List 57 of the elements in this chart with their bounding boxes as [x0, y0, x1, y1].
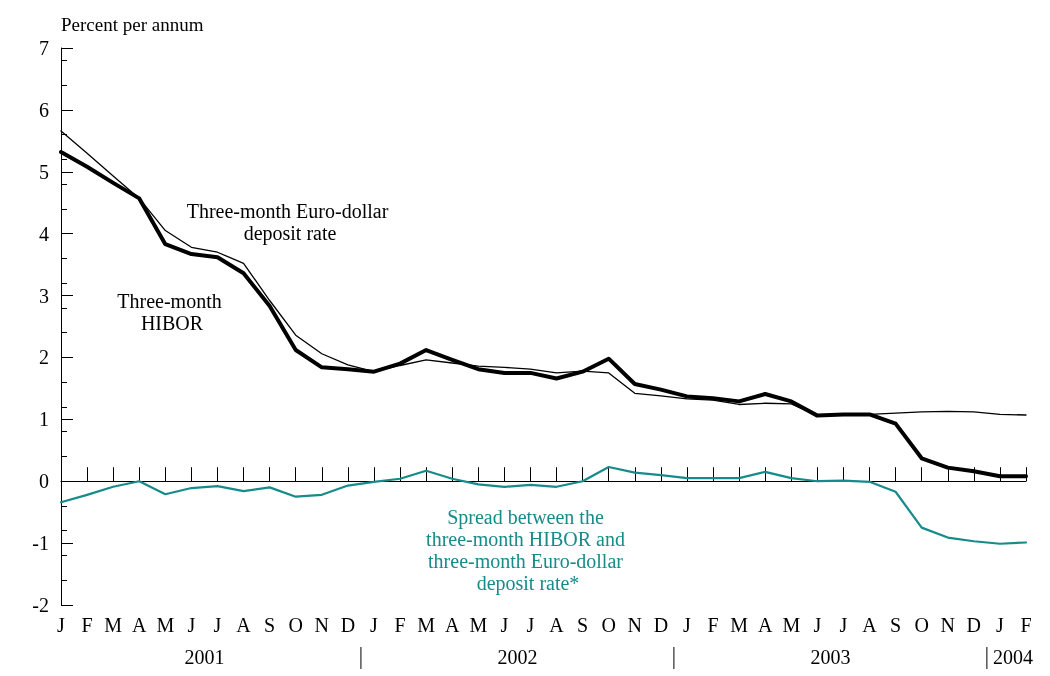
x-tick-label: F: [81, 614, 93, 636]
x-tick-label: S: [264, 614, 276, 636]
y-axis-title: Percent per annum: [61, 14, 204, 35]
series-label: Three-month HIBOR: [117, 290, 227, 334]
x-tick-label: J: [57, 614, 66, 636]
x-tick-label: N: [940, 614, 955, 636]
y-tick-label: 0: [39, 470, 49, 493]
x-tick-label: M: [104, 614, 123, 636]
y-tick-label: 1: [39, 408, 49, 431]
x-tick-label: O: [288, 614, 303, 636]
x-tick-label: J: [370, 614, 379, 636]
x-tick-label: N: [314, 614, 330, 636]
y-tick-label: 5: [39, 160, 49, 183]
x-tick-label: O: [601, 614, 616, 636]
x-tick-label: A: [236, 614, 252, 636]
x-tick-label: S: [577, 614, 589, 636]
text: 2002: [497, 646, 538, 668]
x-tick-label: M: [156, 614, 175, 636]
x-tick-label: J: [213, 614, 222, 636]
x-tick-label: A: [862, 614, 878, 636]
text: 2003: [810, 646, 851, 668]
x-tick-label: J: [996, 614, 1005, 636]
x-tick-label: J: [683, 614, 692, 636]
x-tick-label: J: [187, 614, 196, 636]
x-tick-label: D: [653, 614, 669, 636]
x-tick-label: M: [782, 614, 801, 636]
y-tick-label: 2: [39, 346, 49, 369]
x-tick-label: M: [417, 614, 436, 636]
y-tick-label: -2: [32, 594, 49, 616]
series-label: Spread between the three-month HIBOR and three-month Euro-dollar deposit rate*: [426, 506, 630, 595]
x-tick-label: A: [549, 614, 565, 636]
x-tick-label: M: [469, 614, 488, 636]
x-tick-label: J: [526, 614, 535, 636]
x-tick-label: S: [890, 614, 902, 636]
y-tick-label: 7: [39, 37, 49, 59]
x-tick-label: J: [813, 614, 822, 636]
x-tick-label: N: [627, 614, 643, 636]
x-tick-label: F: [707, 614, 719, 636]
x-tick-label: F: [394, 614, 406, 636]
x-tick-label: J: [839, 614, 848, 636]
y-tick-label: 6: [39, 98, 49, 121]
x-tick-label: O: [914, 614, 929, 636]
x-tick-label: J: [500, 614, 509, 636]
x-tick-label: A: [757, 614, 773, 636]
series-label: Three-month Euro-dollar deposit rate: [186, 200, 394, 245]
x-tick-label: A: [132, 614, 148, 636]
text: 2001: [184, 646, 225, 668]
y-tick-label: 4: [39, 222, 49, 245]
y-tick-label: -1: [32, 532, 49, 555]
line-series: [59, 465, 1028, 545]
x-tick-label: F: [1020, 614, 1032, 636]
text: 2004: [992, 646, 1033, 668]
y-tick-label: 3: [39, 284, 49, 307]
x-tick-label: D: [966, 614, 982, 636]
x-tick-label: M: [730, 614, 749, 636]
x-tick-label: A: [444, 614, 460, 636]
x-tick-label: D: [340, 614, 356, 636]
